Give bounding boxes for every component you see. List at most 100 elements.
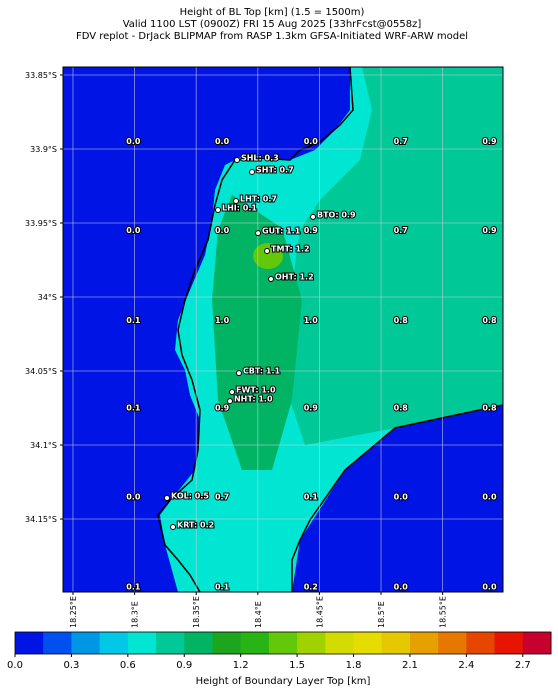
title-line: Height of BL Top [km] (1.5 = 1500m) xyxy=(180,7,365,18)
colorbar-tick-label: 2.1 xyxy=(402,660,418,671)
colorbar-bin xyxy=(156,632,185,654)
station-marker xyxy=(215,206,222,213)
x-tick-label: 18.45°E xyxy=(315,596,324,628)
colorbar-bin xyxy=(381,632,411,654)
station-marker xyxy=(235,370,242,377)
title-line: FDV replot - DrJack BLIPMAP from RASP 1.… xyxy=(76,31,468,42)
map-field xyxy=(63,67,503,592)
grid-value-label: 0.0 xyxy=(126,137,141,146)
station-marker xyxy=(226,398,233,405)
colorbar-frame xyxy=(14,631,552,655)
grid-value-label: 0.9 xyxy=(482,226,497,235)
grid-value-label: 0.0 xyxy=(304,137,319,146)
y-tick-label: 33.9°S xyxy=(30,145,57,154)
grid-value-label: 0.8 xyxy=(482,316,497,325)
x-tick-label: 18.4°E xyxy=(254,601,263,628)
grid-value-label: 0.9 xyxy=(304,226,319,235)
colorbar-bin xyxy=(325,632,355,654)
grid-value-label: 0.7 xyxy=(215,492,229,501)
grid-value-label: 0.9 xyxy=(304,404,319,413)
colorbar-tick-label: 2.4 xyxy=(458,660,474,671)
station-label: SHL: 0.3 xyxy=(241,153,279,162)
grid-value-label: 0.9 xyxy=(482,137,497,146)
y-tick-label: 34.05°S xyxy=(25,367,57,376)
grid-value-label: 0.0 xyxy=(215,137,230,146)
grid-value-label: 0.0 xyxy=(394,583,409,592)
grid-value-label: 0.0 xyxy=(482,583,497,592)
grid-value-label: 0.0 xyxy=(215,226,230,235)
y-tick-label: 33.85°S xyxy=(25,71,57,80)
grid-value-label: 0.2 xyxy=(304,583,318,592)
y-tick-label: 33.95°S xyxy=(25,219,57,228)
colorbar-bin xyxy=(184,632,213,654)
station-label: KOL: 0.5 xyxy=(171,492,209,501)
colorbar-tick-label: 1.2 xyxy=(233,660,249,671)
station-label: OHT: 1.2 xyxy=(275,272,314,281)
grid-value-label: 0.1 xyxy=(215,583,230,592)
coastline xyxy=(157,67,503,592)
grid-value-label: 1.0 xyxy=(304,316,319,325)
colorbar-bin xyxy=(127,632,157,654)
station-marker xyxy=(233,156,240,163)
x-tick-label: 18.25°E xyxy=(69,596,78,628)
colorbar-bin xyxy=(212,632,242,654)
station-label: CBT: 1.1 xyxy=(243,367,281,376)
grid-value-label: 0.8 xyxy=(394,316,409,325)
colorbar-bin xyxy=(522,632,552,654)
colorbar: 0.0 0.3 0.6 0.9 1.2 1.5 1.8 2.1 2.4 2.7 xyxy=(7,631,552,671)
station-label: FWT: 1.0 xyxy=(236,386,276,395)
colorbar-tick-label: 0.6 xyxy=(120,660,136,671)
station-label: LHI: 0.1 xyxy=(222,203,257,212)
grid-value-label: 1.0 xyxy=(215,316,230,325)
colorbar-tick-label: 1.8 xyxy=(346,660,362,671)
y-tick-label: 34°S xyxy=(38,293,57,302)
grid-value-label: 0.0 xyxy=(482,492,497,501)
station-marker xyxy=(264,247,271,254)
colorbar-tick-label: 0.0 xyxy=(7,660,23,671)
grid-value-label: 0.1 xyxy=(126,316,141,325)
colorbar-bin xyxy=(99,632,129,654)
grid-value-label: 0.8 xyxy=(394,404,409,413)
colorbar-bin xyxy=(240,632,270,654)
map-frame xyxy=(62,66,504,593)
x-tick-label: 18.5°E xyxy=(377,601,386,628)
station-marker xyxy=(170,524,177,531)
grid-value-label: 0.1 xyxy=(126,583,141,592)
colorbar-tick-label: 0.3 xyxy=(63,660,79,671)
grid-value-label: 0.9 xyxy=(215,404,230,413)
x-tick-label: 18.35°E xyxy=(192,596,201,628)
colorbar-bin xyxy=(15,632,44,654)
colorbar-bin xyxy=(297,632,326,654)
grid-value-label: 0.0 xyxy=(126,492,141,501)
colorbar-bin xyxy=(466,632,496,654)
title-line: Valid 1100 LST (0900Z) FRI 15 Aug 2025 [… xyxy=(123,19,422,30)
grid-value-label: 0.7 xyxy=(394,226,408,235)
station-marker xyxy=(232,197,239,204)
grid-value-label: 0.7 xyxy=(394,137,408,146)
grid-value-label: 0.1 xyxy=(126,404,141,413)
station-marker xyxy=(249,168,256,175)
station-label: KRT: 0.2 xyxy=(177,521,214,530)
colorbar-bin xyxy=(43,632,72,654)
station-marker xyxy=(255,230,262,237)
station-marker xyxy=(267,275,274,282)
x-tick-label: 18.55°E xyxy=(439,596,448,628)
station-marker xyxy=(310,213,317,220)
colorbar-tick-label: 2.7 xyxy=(515,660,531,671)
grid-value-label: 0.1 xyxy=(304,492,319,501)
land-mid xyxy=(290,67,503,445)
y-tick-label: 34.1°S xyxy=(30,441,57,450)
grid-value-label: 0.8 xyxy=(482,404,497,413)
station-marker xyxy=(229,389,236,396)
colorbar-tick-label: 1.5 xyxy=(289,660,305,671)
colorbar-bin xyxy=(409,632,439,654)
station-label: SHT: 0.7 xyxy=(256,165,294,174)
colorbar-bin xyxy=(353,632,383,654)
land-peak xyxy=(253,243,283,269)
colorbar-bin xyxy=(494,632,524,654)
x-tick-label: 18.3°E xyxy=(131,601,140,628)
station-marker xyxy=(163,495,170,502)
station-label: NHT: 1.0 xyxy=(234,395,273,404)
grid-value-label: 0.0 xyxy=(394,492,409,501)
